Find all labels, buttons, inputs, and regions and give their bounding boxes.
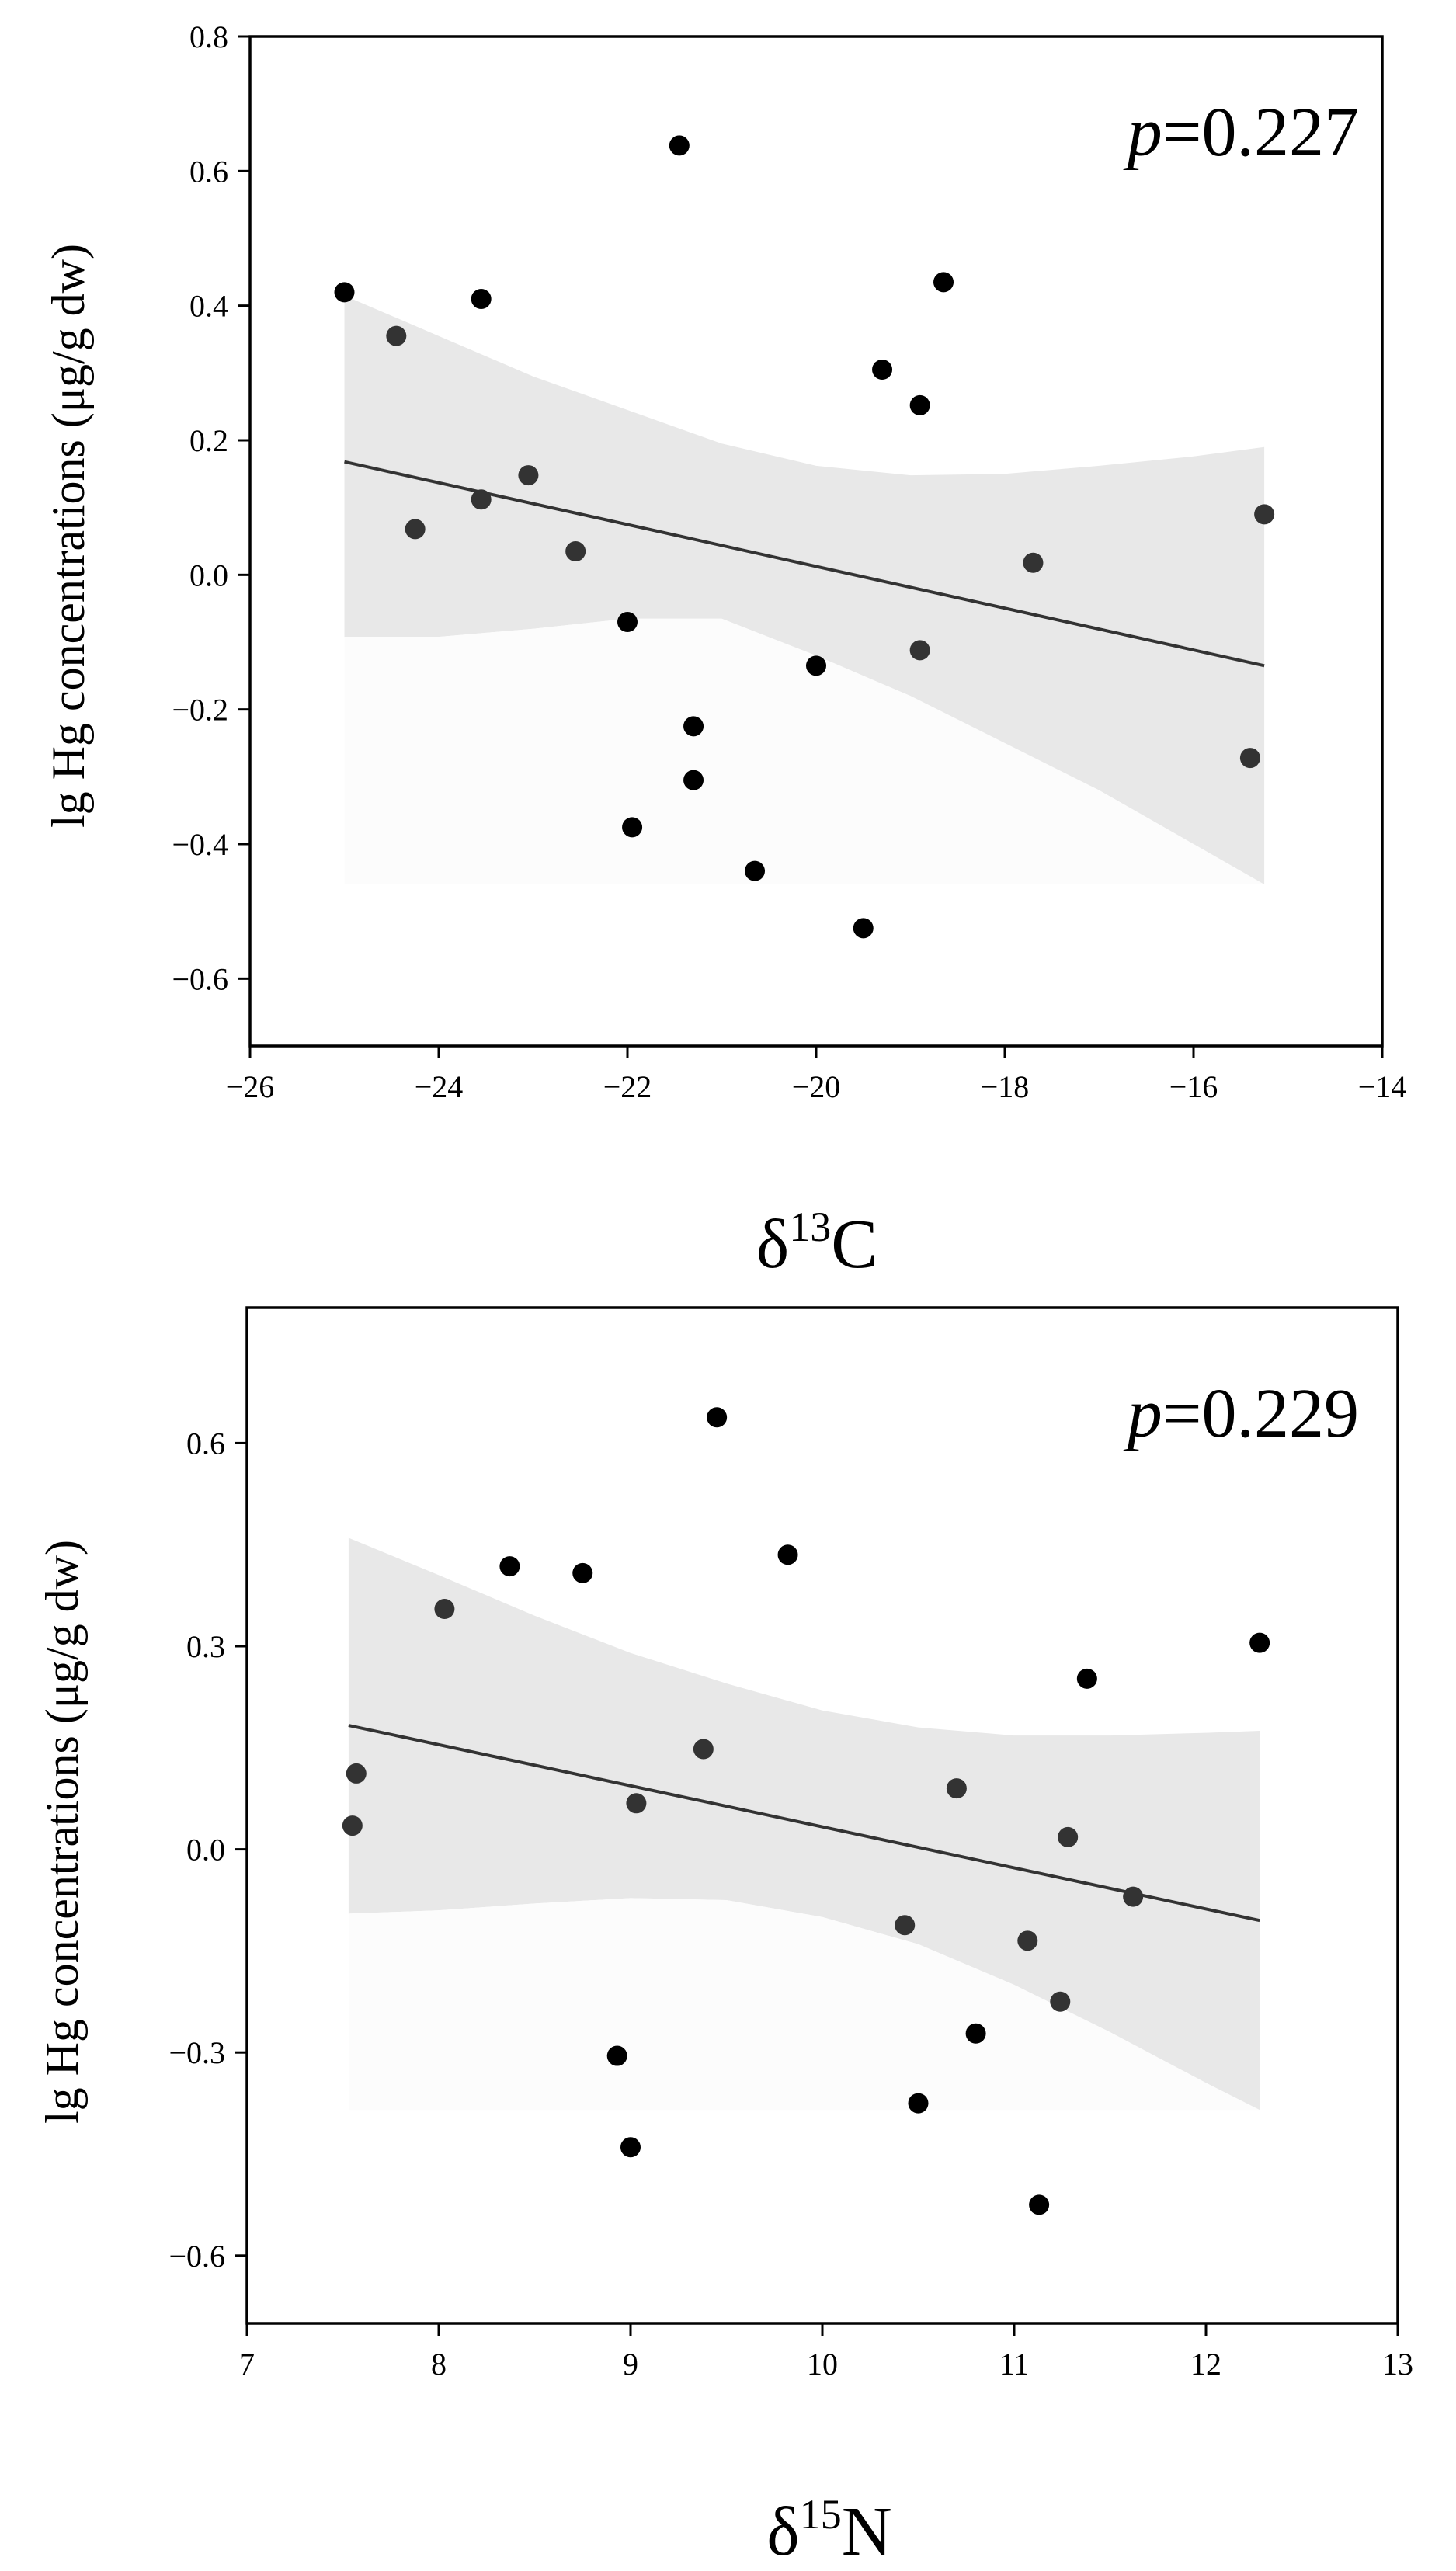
data-point	[434, 1599, 455, 1620]
data-point	[1076, 1668, 1097, 1689]
x-tick-label: 12	[1190, 2347, 1221, 2382]
y-tick-label: 0.4	[189, 289, 228, 324]
x-label-superscript: 15	[800, 2491, 842, 2538]
x-tick-label: 13	[1382, 2347, 1413, 2382]
p-italic: p	[1123, 94, 1162, 171]
y-tick-label: 0.0	[189, 558, 228, 592]
data-point	[909, 394, 930, 415]
p-value: =0.227	[1162, 94, 1359, 171]
p-italic: p	[1123, 1375, 1162, 1452]
y-tick-label: 0.6	[186, 1426, 225, 1461]
y-tick-label: 0.3	[186, 1629, 225, 1664]
p-value-annotation: p=0.229	[1123, 1375, 1359, 1452]
data-point	[565, 541, 586, 561]
data-point	[1050, 1991, 1071, 2012]
x-tick-label: −26	[226, 1069, 275, 1104]
x-tick-label: −20	[792, 1069, 841, 1104]
data-point	[1017, 1930, 1038, 1951]
data-point	[933, 272, 954, 293]
data-point	[518, 465, 539, 486]
p-value: =0.229	[1162, 1375, 1359, 1452]
y-tick-label: 0.2	[189, 423, 228, 458]
data-point	[683, 716, 704, 737]
data-point	[909, 640, 930, 661]
data-point	[342, 1815, 363, 1836]
x-label-delta: δ	[756, 1206, 789, 1283]
data-point	[499, 1556, 520, 1577]
data-point	[853, 918, 874, 939]
x-axis-label: δ15N	[766, 2491, 891, 2570]
data-point	[620, 2137, 641, 2158]
data-point	[669, 135, 690, 156]
data-point	[1254, 504, 1275, 525]
data-point	[683, 770, 704, 790]
x-label-element: N	[842, 2493, 892, 2570]
data-point	[745, 860, 766, 881]
data-point	[386, 325, 407, 346]
chart-d15n: 7 8 9 10 11 12 13 −0.6 −0.3 0.0 0.3 0.6 p=0.229 lg …	[36, 1306, 1413, 2570]
data-point	[606, 2045, 627, 2066]
data-point	[806, 655, 826, 676]
data-point	[693, 1739, 714, 1760]
data-point	[895, 1915, 916, 1936]
x-tick-label: −14	[1358, 1069, 1407, 1104]
y-axis-label: lg Hg concentrations (μg/g dw)	[43, 244, 94, 828]
y-axis-label: lg Hg concentrations (μg/g dw)	[36, 1540, 88, 2124]
p-value-annotation: p=0.227	[1123, 94, 1359, 171]
data-point	[346, 1763, 367, 1784]
y-tick-label: −0.2	[172, 693, 228, 728]
y-tick-label: 0.8	[189, 19, 228, 54]
x-axis-label: δ13C	[756, 1204, 877, 1283]
y-tick-label: −0.4	[172, 827, 228, 862]
data-point	[622, 817, 643, 838]
data-point	[572, 1562, 593, 1583]
x-tick-label: −24	[415, 1069, 464, 1104]
regression-line	[344, 460, 1265, 668]
data-point	[471, 289, 492, 309]
data-point	[1249, 1632, 1270, 1653]
data-point	[965, 2023, 986, 2044]
x-tick-label: −22	[603, 1069, 652, 1104]
x-tick-label: 9	[623, 2347, 638, 2382]
data-point	[626, 1793, 647, 1814]
data-point	[334, 282, 355, 303]
data-point	[872, 360, 893, 380]
y-tick-label: −0.6	[172, 961, 228, 996]
x-tick-label: 11	[999, 2347, 1030, 2382]
data-point	[1029, 2194, 1050, 2215]
regression-line	[348, 1724, 1260, 1923]
x-label-superscript: 13	[789, 1204, 831, 1250]
confidence-band-floor	[344, 618, 1265, 884]
x-tick-label: 10	[807, 2347, 838, 2382]
data-point	[1023, 552, 1044, 573]
data-point	[908, 2093, 929, 2114]
y-tick-label: −0.6	[169, 2239, 225, 2274]
x-tick-label: −18	[981, 1069, 1030, 1104]
y-tick-label: 0.6	[189, 154, 228, 189]
y-tick-label: −0.3	[169, 2035, 225, 2070]
confidence-band	[344, 295, 1265, 884]
data-point	[707, 1407, 728, 1428]
x-tick-label: 8	[431, 2347, 447, 2382]
data-point	[1239, 748, 1260, 769]
data-point	[946, 1778, 967, 1799]
data-point	[471, 489, 492, 510]
y-tick-label: 0.0	[186, 1833, 225, 1867]
data-point	[405, 519, 426, 540]
x-label-delta: δ	[766, 2493, 799, 2570]
data-point	[617, 612, 638, 632]
data-point	[1123, 1886, 1144, 1907]
x-tick-label: −16	[1169, 1069, 1218, 1104]
x-label-element: C	[831, 1206, 877, 1283]
chart-d13c: −26 −24 −22 −20 −18 −16 −14 −0.6 −0.4 −0.2 0.0 0.2 0…	[43, 19, 1406, 1283]
x-tick-label: 7	[239, 2347, 255, 2382]
data-point	[777, 1544, 798, 1565]
data-point	[1058, 1826, 1079, 1847]
confidence-band-floor	[348, 1898, 1260, 2111]
